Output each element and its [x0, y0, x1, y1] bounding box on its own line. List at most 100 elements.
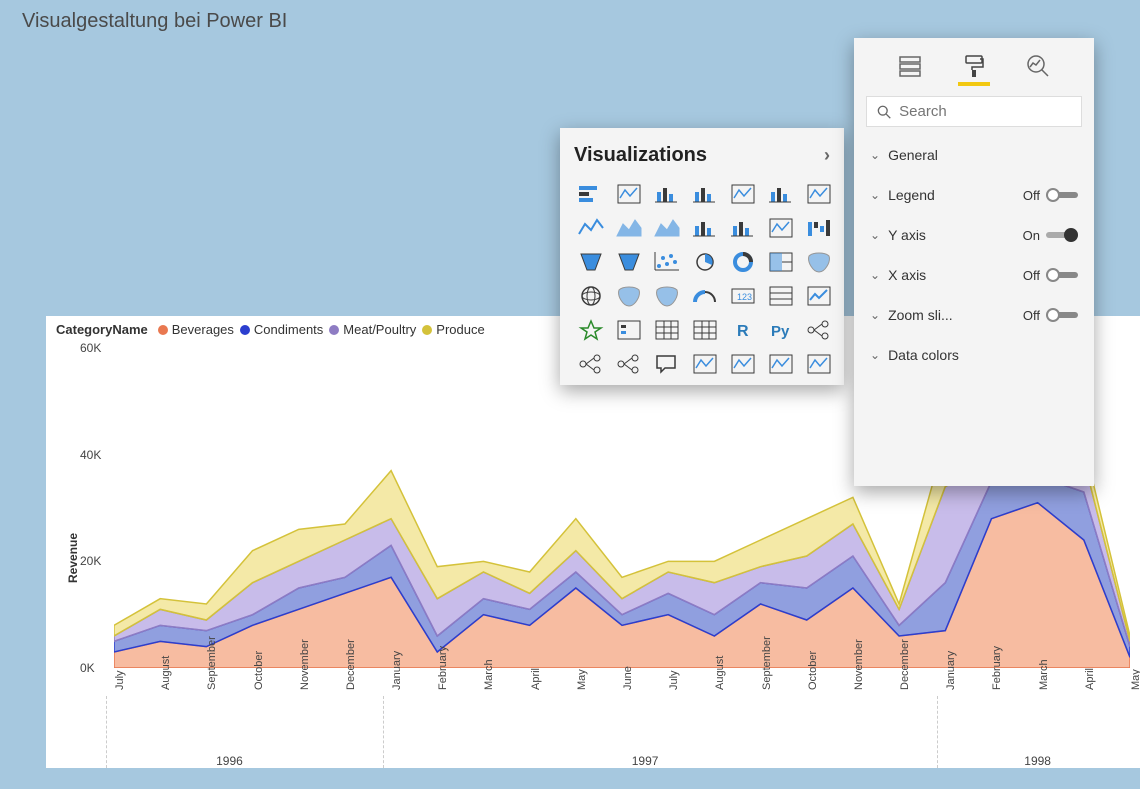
switch-icon[interactable]	[1046, 268, 1078, 282]
viz-python-visual[interactable]: Py	[764, 315, 798, 345]
viz-treeview[interactable]	[612, 349, 646, 379]
y-tick: 20K	[80, 554, 101, 568]
legend-title: CategoryName	[56, 322, 148, 337]
page-title: Visualgestaltung bei Power BI	[22, 10, 287, 33]
y-tick: 0K	[80, 661, 95, 675]
viz-multi-card[interactable]	[764, 281, 798, 311]
y-tick: 60K	[80, 341, 101, 355]
format-section-legend[interactable]: ⌄ Legend Off	[854, 175, 1094, 215]
viz-donut[interactable]	[726, 247, 760, 277]
viz-kpi[interactable]	[802, 281, 836, 311]
x-tick: August	[714, 656, 764, 690]
toggle[interactable]: On	[1023, 228, 1078, 243]
chart-legend: CategoryName Beverages Condiments Meat/P…	[56, 322, 485, 337]
section-label: Zoom sli...	[888, 307, 953, 323]
toggle-state: On	[1023, 228, 1040, 243]
viz-globe[interactable]	[574, 281, 608, 311]
format-tab[interactable]	[960, 52, 988, 80]
switch-icon[interactable]	[1046, 308, 1078, 322]
viz-r-visual[interactable]: R	[726, 315, 760, 345]
viz-matrix[interactable]	[688, 315, 722, 345]
section-label: X axis	[888, 267, 926, 283]
viz-table[interactable]	[650, 315, 684, 345]
format-section-x-axis[interactable]: ⌄X axisOff	[854, 255, 1094, 295]
viz-line[interactable]	[574, 213, 608, 243]
x-tick: March	[1038, 659, 1088, 690]
x-tick: January	[945, 651, 995, 690]
x-tick: November	[853, 639, 903, 690]
toggle[interactable]: Off	[1023, 268, 1078, 283]
viz-pie[interactable]	[688, 247, 722, 277]
format-search[interactable]	[866, 96, 1082, 127]
x-tick: May	[1130, 669, 1140, 690]
viz-shape-map[interactable]	[650, 281, 684, 311]
viz-paginated[interactable]	[688, 349, 722, 379]
viz-area[interactable]	[612, 213, 646, 243]
visualizations-header: Visualizations ›	[574, 138, 830, 179]
switch-icon[interactable]	[1046, 188, 1078, 202]
x-tick: December	[899, 639, 949, 690]
viz-funnel2[interactable]	[612, 247, 646, 277]
chevron-down-icon: ⌄	[870, 188, 880, 202]
viz-waterfall[interactable]	[802, 213, 836, 243]
viz-small-mult[interactable]	[726, 349, 760, 379]
viz-qna[interactable]	[650, 349, 684, 379]
legend-item[interactable]: Meat/Poultry	[329, 322, 416, 337]
format-section-y-axis[interactable]: ⌄Y axisOn	[854, 215, 1094, 255]
format-section-general[interactable]: ⌄General	[854, 135, 1094, 175]
x-tick: March	[483, 659, 533, 690]
viz-decomp[interactable]	[802, 315, 836, 345]
viz-stacked-bar-h[interactable]	[574, 179, 608, 209]
viz-card[interactable]: 123	[726, 281, 760, 311]
viz-hundred-bar[interactable]	[802, 179, 836, 209]
legend-item[interactable]: Condiments	[240, 322, 323, 337]
chevron-right-icon[interactable]: ›	[824, 145, 830, 166]
svg-text:Py: Py	[771, 323, 790, 340]
analytics-tab[interactable]	[1024, 52, 1052, 80]
viz-key-influencer[interactable]	[574, 315, 608, 345]
viz-stacked-column[interactable]	[650, 179, 684, 209]
viz-stacked-column-100[interactable]	[764, 179, 798, 209]
legend-item[interactable]: Produce	[422, 322, 484, 337]
viz-stacked-area[interactable]	[650, 213, 684, 243]
chevron-down-icon: ⌄	[870, 148, 880, 162]
viz-ribbon[interactable]	[764, 213, 798, 243]
viz-line-column[interactable]	[688, 213, 722, 243]
viz-stacked-bar-100[interactable]	[726, 179, 760, 209]
search-icon	[877, 104, 891, 120]
toggle[interactable]: Off	[1023, 188, 1078, 203]
visualizations-panel: Visualizations › 123 R Py	[560, 128, 844, 385]
section-label: Data colors	[888, 347, 959, 363]
year-group-label: 1997	[391, 754, 899, 768]
x-tick: October	[253, 651, 303, 690]
viz-map[interactable]	[802, 247, 836, 277]
visualizations-grid: 123 R Py	[574, 179, 830, 379]
viz-filled-map[interactable]	[612, 281, 646, 311]
viz-gauge[interactable]	[688, 281, 722, 311]
fields-tab[interactable]	[896, 52, 924, 80]
legend-item[interactable]: Beverages	[158, 322, 234, 337]
toggle-state: Off	[1023, 308, 1040, 323]
format-section-data-colors[interactable]: ⌄ Data colors	[854, 335, 1094, 375]
viz-decomposition[interactable]	[574, 349, 608, 379]
format-panel: ⌄General⌄LegendOff⌄Y axisOn⌄X axisOff⌄Zo…	[854, 38, 1094, 486]
viz-app-visual[interactable]	[764, 349, 798, 379]
viz-ai-visual[interactable]	[802, 349, 836, 379]
viz-clustered-column[interactable]	[688, 179, 722, 209]
switch-icon[interactable]	[1046, 228, 1078, 242]
viz-line-column2[interactable]	[726, 213, 760, 243]
x-tick: April	[1084, 668, 1134, 690]
toggle[interactable]: Off	[1023, 308, 1078, 323]
section-label: Legend	[888, 187, 935, 203]
viz-slicer[interactable]	[612, 315, 646, 345]
paint-roller-icon	[962, 54, 986, 78]
search-input[interactable]	[899, 103, 1071, 120]
viz-scatter[interactable]	[650, 247, 684, 277]
chevron-down-icon: ⌄	[870, 348, 880, 362]
viz-clustered-bar[interactable]	[612, 179, 646, 209]
format-section-zoom-sli-[interactable]: ⌄Zoom sli...Off	[854, 295, 1094, 335]
x-tick: August	[160, 656, 210, 690]
format-tabs	[854, 38, 1094, 88]
viz-funnel[interactable]	[574, 247, 608, 277]
viz-treemap[interactable]	[764, 247, 798, 277]
